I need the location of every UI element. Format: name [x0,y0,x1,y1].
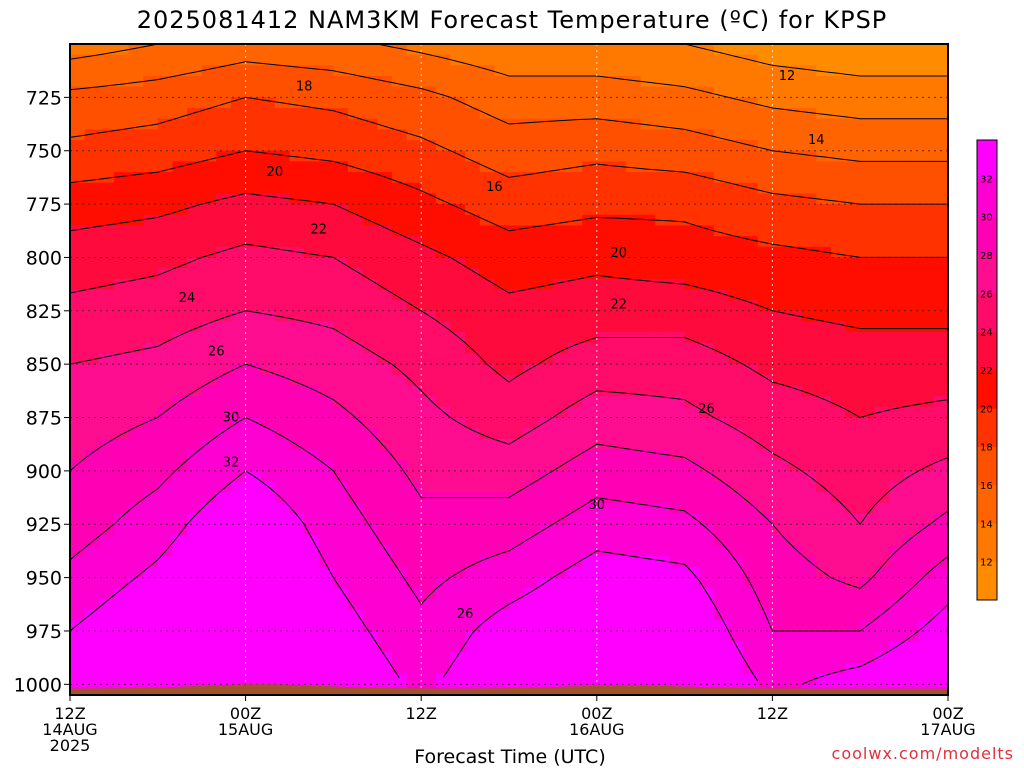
colorbar-label-30: 30 [980,213,993,224]
ytick-label-1000: 1000 [14,674,62,696]
pressure-axis: 725 750 775 800 825 850 875 900 925 950 975 1000 [14,87,70,696]
isotherm-32 [442,550,759,682]
ytick-label-925: 925 [26,514,62,536]
contour-label-26: 26 [208,344,225,359]
colorbar-segment-10 [977,561,997,601]
contour-label-16: 16 [486,180,503,195]
ytick-label-775: 775 [26,194,62,216]
colorbar-segment-18 [977,408,997,447]
contour-label-26: 26 [698,402,715,417]
contour-label-30: 30 [589,498,606,513]
xtick-label-60-1: 00Z [932,704,963,723]
isotherm-contours [70,44,948,685]
contour-label-18: 18 [296,80,313,95]
contour-label-24: 24 [179,291,196,306]
xtick-label-36-1: 00Z [581,704,612,723]
xtick-label-36-2: 16AUG [569,720,624,739]
colorbar-segment-32 [977,140,997,179]
colorbar: 12 14 16 18 20 22 24 26 28 30 32 [976,139,998,601]
contour-label-20: 20 [267,165,284,180]
colorbar-label-16: 16 [980,481,993,492]
isotherm-26 [70,310,948,526]
isotherm-18 [70,96,948,205]
xtick-label-60-2: 17AUG [920,720,975,739]
colorbar-label-12: 12 [980,558,993,569]
xtick-label-12-2: 15AUG [218,720,273,739]
colorbar-label-32: 32 [980,174,993,185]
source-credit: coolwx.com/modelts [831,744,1014,763]
ytick-label-725: 725 [26,87,62,109]
xtick-label-24-1: 12Z [406,704,437,723]
colorbar-label-26: 26 [980,289,993,300]
plot-frame [69,43,949,696]
ytick-label-900: 900 [26,461,62,483]
colorbar-segment-12 [977,523,997,562]
colorbar-segment-14 [977,485,997,524]
colorbar-segment-30 [977,178,997,217]
colorbar-label-18: 18 [980,443,993,454]
xtick-label-0-2: 14AUG [42,720,97,739]
isotherm-24 [70,243,948,419]
colorbar-label-24: 24 [980,328,993,339]
colorbar-segment-20 [977,370,997,409]
contour-label-32: 32 [223,455,240,470]
contour-label-22: 22 [310,223,327,238]
contour-label-30: 30 [223,411,240,426]
xtick-label-12-1: 00Z [230,704,261,723]
colorbar-label-14: 14 [980,519,993,530]
isotherm-30 [70,416,948,632]
contour-label-26: 26 [457,607,474,622]
contour-label-22: 22 [610,297,627,312]
ytick-label-750: 750 [26,141,62,163]
isotherm-32 [70,470,400,678]
isotherm-14 [70,44,158,60]
colorbar-segment-16 [977,446,997,486]
colorbar-frame [976,139,998,601]
colorbar-label-20: 20 [980,404,993,415]
isotherm-22 [70,192,948,330]
ytick-label-800: 800 [26,247,62,269]
colorbar-segment-22 [977,331,997,371]
ytick-label-825: 825 [26,301,62,323]
isotherm-12 [684,44,948,77]
colorbar-segment-24 [977,293,997,332]
contour-label-12: 12 [779,69,796,84]
ytick-label-975: 975 [26,621,62,643]
ytick-label-875: 875 [26,408,62,430]
contour-label-20: 20 [610,246,627,261]
contour-label-14: 14 [808,133,825,148]
xtick-label-0-1: 12Z [54,704,85,723]
isotherm-32 [801,603,948,685]
colorbar-segment-26 [977,255,997,294]
isotherm-16 [70,61,948,162]
xtick-label-48-1: 12Z [757,704,788,723]
xtick-label-0-3: 2025 [50,736,91,755]
ytick-label-850: 850 [26,354,62,376]
chart-title: 2025081412 NAM3KM Forecast Temperature (… [136,6,888,34]
isotherm-28 [70,363,948,589]
contour-labels: 12 14 16 18 20 20 22 22 24 26 26 26 30 30 32 [179,69,825,622]
x-axis-label: Forecast Time (UTC) [414,746,606,768]
colorbar-segment-28 [977,216,997,256]
colorbar-label-28: 28 [980,251,993,262]
temperature-field [70,44,948,695]
isotherm-20 [70,150,948,258]
terrain-ground [70,684,948,695]
ytick-label-950: 950 [26,568,62,590]
isotherm-14 [377,44,948,120]
colorbar-label-22: 22 [980,366,993,377]
